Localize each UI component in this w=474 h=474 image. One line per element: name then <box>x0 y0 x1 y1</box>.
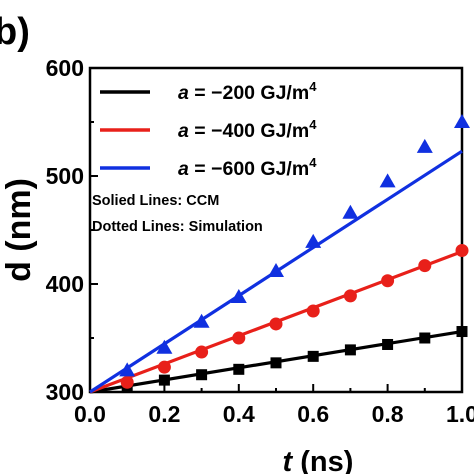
simulation-point <box>343 289 357 303</box>
simulation-point <box>382 338 394 350</box>
simulation-point <box>379 173 396 188</box>
legend-label: a = −600 GJ/m4 <box>178 155 317 180</box>
x-axis-variable: t <box>283 446 294 474</box>
x-tick-label: 0.4 <box>223 401 255 427</box>
y-axis-label: d (nm) <box>0 178 38 282</box>
simulation-point <box>232 331 246 345</box>
legend-label: a = −200 GJ/m4 <box>178 79 317 104</box>
legend-superscript: 4 <box>309 79 317 94</box>
y-tick-label: 300 <box>46 379 84 405</box>
simulation-point <box>419 332 431 344</box>
legend-item: a = −400 GJ/m4 <box>100 117 317 142</box>
simulation-point <box>120 375 134 389</box>
y-tick-label: 500 <box>46 163 84 189</box>
legend-superscript: 4 <box>309 117 317 132</box>
simulation-point <box>342 204 359 219</box>
legend-variable: a <box>178 158 189 180</box>
legend-variable: a <box>178 120 189 142</box>
simulation-point <box>418 259 432 273</box>
x-tick-label: 0.6 <box>297 401 329 427</box>
simulation-point <box>306 304 320 318</box>
simulation-point <box>196 369 208 381</box>
legend-superscript: 4 <box>309 155 317 170</box>
simulation-point <box>456 326 468 338</box>
simulation-point <box>158 374 170 386</box>
series-triangle <box>89 114 470 394</box>
simulation-point <box>455 244 469 258</box>
legend-item: a = −200 GJ/m4 <box>100 79 317 104</box>
annotation-ccm: Solied Lines: CCM <box>92 193 219 209</box>
series-group <box>89 114 470 394</box>
simulation-point <box>269 317 283 331</box>
simulation-point <box>454 114 470 128</box>
y-tick-label: 600 <box>46 55 84 81</box>
simulation-point <box>156 339 173 354</box>
x-tick-label: 0.2 <box>148 401 180 427</box>
legend-variable: a <box>178 82 189 104</box>
legend: a = −200 GJ/m4a = −400 GJ/m4a = −600 GJ/… <box>100 79 317 180</box>
simulation-point <box>381 274 395 288</box>
simulation-point <box>233 363 245 375</box>
legend-text: = −600 GJ/m <box>189 158 309 180</box>
panel-label: b) <box>0 11 30 53</box>
simulation-point <box>268 263 284 278</box>
simulation-point <box>230 288 247 303</box>
annotation-simulation: Dotted Lines: Simulation <box>92 219 263 235</box>
ticks: 0.0 0.2 0.4 0.6 0.8 1.0 300 400 500 600 <box>46 55 474 427</box>
x-tick-label: 0.0 <box>74 401 106 427</box>
simulation-point <box>307 350 319 362</box>
x-tick-label: 1.0 <box>446 401 474 427</box>
simulation-point <box>193 313 210 328</box>
simulation-point <box>270 357 282 369</box>
simulation-point <box>157 360 171 374</box>
legend-text: = −200 GJ/m <box>189 82 309 104</box>
series-circle <box>89 244 469 394</box>
series-square <box>89 326 468 394</box>
x-axis-unit: (ns) <box>292 446 353 474</box>
x-tick-label: 0.8 <box>372 401 404 427</box>
legend-text: = −400 GJ/m <box>189 120 309 142</box>
simulation-point <box>195 345 209 359</box>
legend-item: a = −600 GJ/m4 <box>100 155 317 180</box>
simulation-point <box>305 233 322 248</box>
simulation-point <box>344 344 356 356</box>
legend-label: a = −400 GJ/m4 <box>178 117 317 142</box>
x-axis-label: t (ns) <box>283 446 354 474</box>
simulation-point <box>119 362 136 377</box>
y-tick-label: 400 <box>46 271 84 297</box>
simulation-point <box>416 138 433 153</box>
